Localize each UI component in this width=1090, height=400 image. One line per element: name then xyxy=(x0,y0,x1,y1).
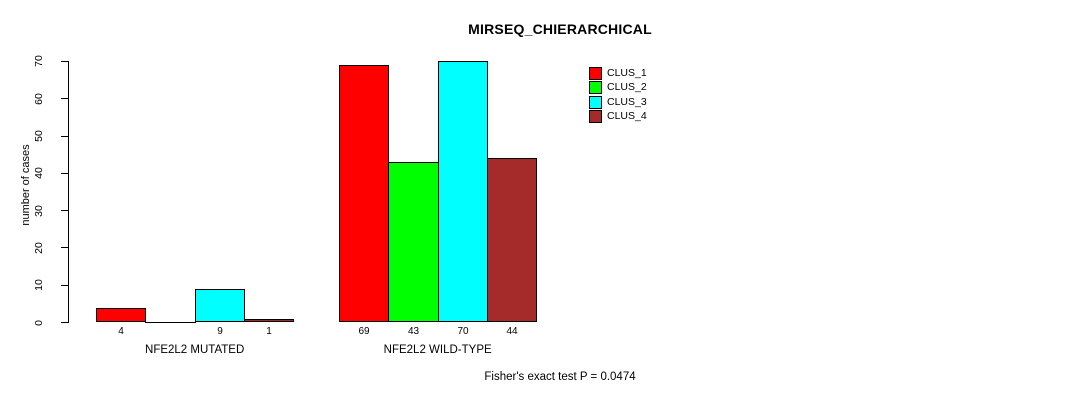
bar-value-label: 43 xyxy=(407,326,420,337)
legend-label: CLUS_4 xyxy=(607,109,647,122)
chart-title: MIRSEQ_CHIERARCHICAL xyxy=(468,21,652,37)
bar-value-label: 9 xyxy=(217,326,223,337)
y-tick-label: 40 xyxy=(33,167,45,180)
y-tick-label: 50 xyxy=(33,130,45,142)
bar-clus_3-group1 xyxy=(195,288,245,323)
legend-label: CLUS_3 xyxy=(607,95,647,108)
y-tick-mark xyxy=(61,322,68,323)
y-tick-mark xyxy=(61,135,68,137)
y-tick-label: 30 xyxy=(33,204,45,217)
bar-clus_1-group1 xyxy=(96,307,146,323)
bar-value-label: 1 xyxy=(266,326,272,337)
bar-clus_4-group2 xyxy=(487,158,537,323)
y-tick-label: 0 xyxy=(33,319,45,326)
bar-clus_2-group2 xyxy=(388,162,439,323)
x-group-label-1: NFE2L2 MUTATED xyxy=(145,344,245,356)
y-tick-label: 60 xyxy=(33,92,45,105)
bar-zero-line-clus_2 xyxy=(145,322,196,323)
y-tick-mark xyxy=(61,284,68,286)
bar-value-label: 44 xyxy=(506,326,518,337)
y-tick-label: 20 xyxy=(33,242,45,254)
fisher-test-annotation: Fisher's exact test P = 0.0474 xyxy=(484,371,636,383)
legend-swatch-clus_3 xyxy=(589,95,602,109)
y-tick-mark xyxy=(61,172,68,174)
bar-value-label: 4 xyxy=(118,326,124,337)
y-tick-mark xyxy=(61,247,68,249)
bar-clus_1-group2 xyxy=(339,65,389,323)
y-tick-label: 70 xyxy=(33,55,45,68)
legend-swatch-clus_4 xyxy=(589,109,602,123)
bar-clus_4-group1 xyxy=(244,318,294,323)
bar-clus_3-group2 xyxy=(438,61,488,323)
y-axis-title: number of cases xyxy=(20,144,32,226)
y-tick-mark xyxy=(61,98,68,100)
y-axis-line xyxy=(68,61,69,323)
y-tick-label: 10 xyxy=(33,279,45,292)
bar-value-label: 70 xyxy=(457,326,469,337)
bar-value-label: 69 xyxy=(358,326,370,337)
y-tick-mark xyxy=(61,60,68,62)
legend-swatch-clus_2 xyxy=(589,81,602,95)
legend-label: CLUS_2 xyxy=(607,81,647,94)
x-group-label-2: NFE2L2 WILD-TYPE xyxy=(383,344,492,356)
legend-label: CLUS_1 xyxy=(607,67,647,79)
y-tick-mark xyxy=(61,210,68,212)
legend-swatch-clus_1 xyxy=(589,67,602,80)
